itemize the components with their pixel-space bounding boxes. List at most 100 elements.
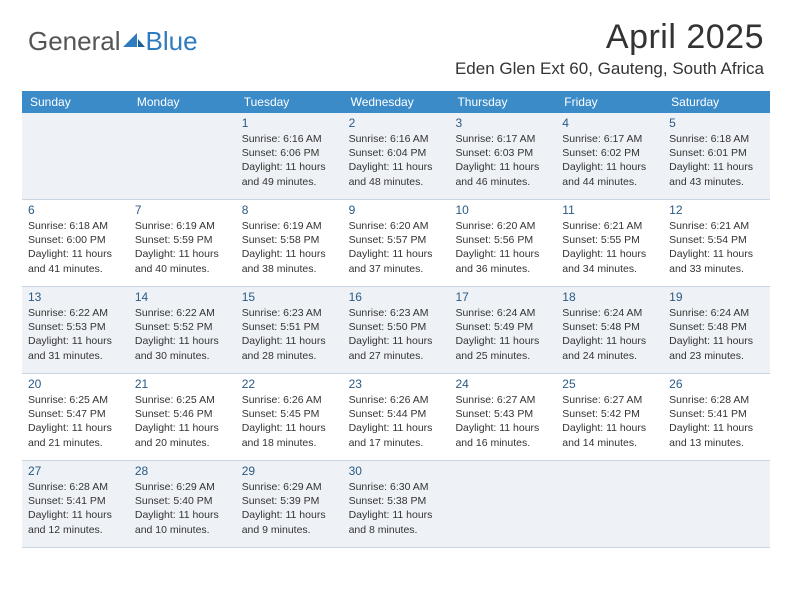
daylight-text-2: and 43 minutes. bbox=[669, 175, 764, 189]
day-cell: 10Sunrise: 6:20 AMSunset: 5:56 PMDayligh… bbox=[449, 200, 556, 286]
sunset-text: Sunset: 5:54 PM bbox=[669, 233, 764, 247]
daylight-text-2: and 16 minutes. bbox=[455, 436, 550, 450]
sunrise-text: Sunrise: 6:24 AM bbox=[562, 306, 657, 320]
day-number: 12 bbox=[669, 203, 764, 217]
daylight-text-1: Daylight: 11 hours bbox=[349, 247, 444, 261]
daylight-text-2: and 34 minutes. bbox=[562, 262, 657, 276]
day-cell: 1Sunrise: 6:16 AMSunset: 6:06 PMDaylight… bbox=[236, 113, 343, 199]
daylight-text-1: Daylight: 11 hours bbox=[562, 334, 657, 348]
sunrise-text: Sunrise: 6:25 AM bbox=[28, 393, 123, 407]
daylight-text-2: and 48 minutes. bbox=[349, 175, 444, 189]
sunset-text: Sunset: 6:02 PM bbox=[562, 146, 657, 160]
day-cell: 6Sunrise: 6:18 AMSunset: 6:00 PMDaylight… bbox=[22, 200, 129, 286]
sunrise-text: Sunrise: 6:28 AM bbox=[669, 393, 764, 407]
daylight-text-2: and 14 minutes. bbox=[562, 436, 657, 450]
daylight-text-1: Daylight: 11 hours bbox=[349, 421, 444, 435]
sunrise-text: Sunrise: 6:24 AM bbox=[455, 306, 550, 320]
daylight-text-2: and 28 minutes. bbox=[242, 349, 337, 363]
weekday-header-cell: Thursday bbox=[449, 91, 556, 113]
day-number: 30 bbox=[349, 464, 444, 478]
day-number: 13 bbox=[28, 290, 123, 304]
day-number: 6 bbox=[28, 203, 123, 217]
day-cell: 5Sunrise: 6:18 AMSunset: 6:01 PMDaylight… bbox=[663, 113, 770, 199]
weekday-header-cell: Sunday bbox=[22, 91, 129, 113]
daylight-text-1: Daylight: 11 hours bbox=[562, 247, 657, 261]
day-cell: 15Sunrise: 6:23 AMSunset: 5:51 PMDayligh… bbox=[236, 287, 343, 373]
daylight-text-2: and 13 minutes. bbox=[669, 436, 764, 450]
day-cell: 16Sunrise: 6:23 AMSunset: 5:50 PMDayligh… bbox=[343, 287, 450, 373]
day-cell: 3Sunrise: 6:17 AMSunset: 6:03 PMDaylight… bbox=[449, 113, 556, 199]
sunset-text: Sunset: 5:50 PM bbox=[349, 320, 444, 334]
sunset-text: Sunset: 5:43 PM bbox=[455, 407, 550, 421]
sunrise-text: Sunrise: 6:26 AM bbox=[242, 393, 337, 407]
daylight-text-1: Daylight: 11 hours bbox=[135, 421, 230, 435]
location-subtitle: Eden Glen Ext 60, Gauteng, South Africa bbox=[455, 59, 764, 79]
day-cell: 22 Sunrise: 6:26 AMSunset: 5:45 PMDayligh… bbox=[236, 374, 343, 460]
sunrise-text: Sunrise: 6:22 AM bbox=[135, 306, 230, 320]
header: General Blue April 2025 Eden Glen Ext 60… bbox=[0, 0, 792, 85]
sunrise-text: Sunrise: 6:23 AM bbox=[242, 306, 337, 320]
day-cell: 20Sunrise: 6:25 AMSunset: 5:47 PMDayligh… bbox=[22, 374, 129, 460]
weekday-header-cell: Wednesday bbox=[343, 91, 450, 113]
day-cell: 30Sunrise: 6:30 AMSunset: 5:38 PMDayligh… bbox=[343, 461, 450, 547]
day-cell: 9Sunrise: 6:20 AMSunset: 5:57 PMDaylight… bbox=[343, 200, 450, 286]
day-cell: 24Sunrise: 6:27 AMSunset: 5:43 PMDayligh… bbox=[449, 374, 556, 460]
weekday-header-row: SundayMondayTuesdayWednesdayThursdayFrid… bbox=[22, 91, 770, 113]
daylight-text-1: Daylight: 11 hours bbox=[562, 160, 657, 174]
sunset-text: Sunset: 5:49 PM bbox=[455, 320, 550, 334]
day-number: 14 bbox=[135, 290, 230, 304]
calendar-grid: 1Sunrise: 6:16 AMSunset: 6:06 PMDaylight… bbox=[22, 113, 770, 548]
sunset-text: Sunset: 6:03 PM bbox=[455, 146, 550, 160]
sunrise-text: Sunrise: 6:17 AM bbox=[562, 132, 657, 146]
daylight-text-1: Daylight: 11 hours bbox=[455, 160, 550, 174]
sunset-text: Sunset: 5:40 PM bbox=[135, 494, 230, 508]
sunset-text: Sunset: 5:55 PM bbox=[562, 233, 657, 247]
sunset-text: Sunset: 5:46 PM bbox=[135, 407, 230, 421]
calendar-row: 6Sunrise: 6:18 AMSunset: 6:00 PMDaylight… bbox=[22, 200, 770, 287]
day-cell: 29Sunrise: 6:29 AMSunset: 5:39 PMDayligh… bbox=[236, 461, 343, 547]
logo-text-blue: Blue bbox=[146, 26, 198, 57]
sunrise-text: Sunrise: 6:27 AM bbox=[562, 393, 657, 407]
day-number: 16 bbox=[349, 290, 444, 304]
day-number: 4 bbox=[562, 116, 657, 130]
day-number: 11 bbox=[562, 203, 657, 217]
sunrise-text: Sunrise: 6:16 AM bbox=[242, 132, 337, 146]
sunrise-text: Sunrise: 6:17 AM bbox=[455, 132, 550, 146]
sunset-text: Sunset: 5:45 PM bbox=[242, 407, 337, 421]
daylight-text-1: Daylight: 11 hours bbox=[455, 334, 550, 348]
logo: General Blue bbox=[28, 18, 198, 57]
day-number: 26 bbox=[669, 377, 764, 391]
sunset-text: Sunset: 5:44 PM bbox=[349, 407, 444, 421]
sunrise-text: Sunrise: 6:30 AM bbox=[349, 480, 444, 494]
logo-sail-icon bbox=[123, 24, 145, 55]
day-number: 22 bbox=[242, 377, 337, 391]
day-cell: 17 Sunrise: 6:24 AMSunset: 5:49 PMDayligh… bbox=[449, 287, 556, 373]
sunrise-text: Sunrise: 6:29 AM bbox=[135, 480, 230, 494]
day-number: 5 bbox=[669, 116, 764, 130]
sunrise-text: Sunrise: 6:19 AM bbox=[242, 219, 337, 233]
sunrise-text: Sunrise: 6:21 AM bbox=[562, 219, 657, 233]
sunrise-text: Sunrise: 6:23 AM bbox=[349, 306, 444, 320]
sunset-text: Sunset: 5:38 PM bbox=[349, 494, 444, 508]
daylight-text-1: Daylight: 11 hours bbox=[242, 421, 337, 435]
daylight-text-1: Daylight: 11 hours bbox=[28, 247, 123, 261]
daylight-text-2: and 37 minutes. bbox=[349, 262, 444, 276]
daylight-text-1: Daylight: 11 hours bbox=[28, 508, 123, 522]
daylight-text-1: Daylight: 11 hours bbox=[242, 334, 337, 348]
weekday-header-cell: Saturday bbox=[663, 91, 770, 113]
sunset-text: Sunset: 6:04 PM bbox=[349, 146, 444, 160]
day-cell bbox=[663, 461, 770, 547]
daylight-text-1: Daylight: 11 hours bbox=[455, 421, 550, 435]
day-cell: 14Sunrise: 6:22 AMSunset: 5:52 PMDayligh… bbox=[129, 287, 236, 373]
weekday-header-cell: Friday bbox=[556, 91, 663, 113]
calendar-row: 1Sunrise: 6:16 AMSunset: 6:06 PMDaylight… bbox=[22, 113, 770, 200]
sunrise-text: Sunrise: 6:18 AM bbox=[669, 132, 764, 146]
sunset-text: Sunset: 5:48 PM bbox=[669, 320, 764, 334]
sunrise-text: Sunrise: 6:19 AM bbox=[135, 219, 230, 233]
sunset-text: Sunset: 5:42 PM bbox=[562, 407, 657, 421]
day-number: 17 bbox=[455, 290, 550, 304]
daylight-text-2: and 49 minutes. bbox=[242, 175, 337, 189]
daylight-text-1: Daylight: 11 hours bbox=[562, 421, 657, 435]
day-number: 27 bbox=[28, 464, 123, 478]
day-number: 9 bbox=[349, 203, 444, 217]
